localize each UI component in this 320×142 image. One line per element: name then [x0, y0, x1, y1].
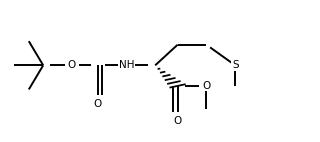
Text: O: O: [173, 116, 182, 126]
Text: O: O: [202, 81, 211, 91]
Text: O: O: [68, 60, 76, 70]
Text: O: O: [93, 99, 102, 109]
Text: NH: NH: [119, 60, 134, 70]
Text: S: S: [232, 60, 238, 70]
